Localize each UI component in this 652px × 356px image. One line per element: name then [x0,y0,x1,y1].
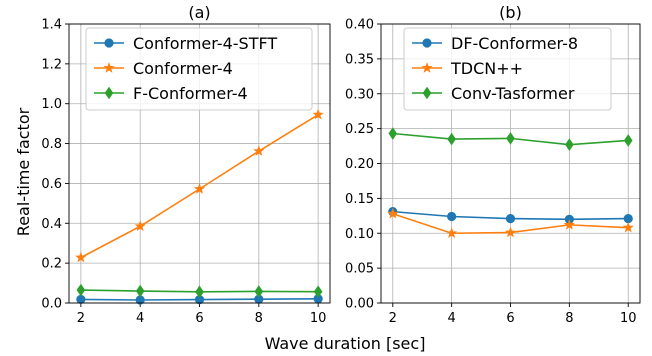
data-point [254,285,264,298]
data-point [563,219,575,230]
y-tick-label: 0.25 [345,122,374,137]
y-tick-label: 0.8 [41,137,62,152]
y-tick-label: 1.4 [41,18,62,33]
x-tick-label: 4 [447,311,455,326]
series-3 [76,283,323,299]
data-point [446,227,458,238]
data-point [387,207,399,219]
plot-frame [68,23,331,304]
legend-label: F-Conformer-4 [133,84,248,103]
legend: Conformer-4-STFT Conformer-4 F-Conformer-4 [85,27,313,111]
data-point [135,284,145,298]
legend-item: Conformer-4-STFT [94,34,277,53]
y-tick-label: 0.20 [345,157,374,172]
panel-title: (a) [188,3,210,22]
data-point [76,283,86,297]
x-tick-label: 2 [77,311,85,326]
panel-a: 0.0 0.2 0.4 0.6 0.8 1.0 1.2 1.4 2 4 6 8 10 (a) Conform… [41,3,331,326]
y-tick-label: 0.0 [41,297,62,312]
x-tick-label: 8 [565,311,573,326]
y-tick-label: 0.35 [345,52,374,67]
data-point [76,294,86,305]
data-point [565,138,574,151]
legend-label: Conformer-4-STFT [133,34,277,53]
y-tick-label: 1.0 [41,97,62,112]
series-2 [387,207,634,238]
data-point [253,145,265,156]
legend-marker [104,38,114,48]
legend-marker [422,38,432,48]
data-point [447,211,457,222]
y-tick-label: 0.4 [41,217,62,232]
legend-box [403,27,612,111]
legend-label: TDCN++ [450,59,523,78]
x-tick-label: 2 [389,311,397,326]
legend-label: Conv-Tasformer [451,84,575,103]
legend-marker [103,62,115,73]
legend-item: TDCN++ [412,59,523,78]
data-point [623,214,633,224]
x-axis-label: Wave duration [sec] [265,334,426,353]
y-tick-label: 0.40 [345,18,374,33]
data-point [312,108,324,120]
data-point [505,214,516,224]
plot-frame [380,23,641,304]
x-tick-label: 6 [195,311,203,326]
data-point [622,221,634,233]
data-point [134,220,146,232]
x-tick-label: 10 [620,311,637,326]
y-tick-label: 0.6 [41,177,62,192]
legend-box [85,27,313,111]
data-point [506,132,515,145]
data-point [75,251,87,263]
x-tick-label: 4 [136,311,144,326]
y-tick-label: 0.15 [345,192,374,207]
series-3 [388,127,633,151]
panel-b: 0.00 0.05 0.10 0.15 0.20 0.25 0.30 0.35 0.40 2 4 6 8… [345,3,641,326]
data-point [447,132,456,146]
series-2 [75,108,324,263]
y-tick-label: 0.05 [345,262,374,277]
legend-item: Conv-Tasformer [412,84,575,103]
data-point [504,226,517,238]
y-tick-label: 0.00 [345,297,374,312]
legend-item: DF-Conformer-8 [412,34,578,53]
legend-label: Conformer-4 [133,59,233,78]
x-tick-label: 8 [255,311,263,326]
panel-title: (b) [499,3,522,22]
data-point [193,183,206,194]
data-point [623,134,633,147]
y-tick-label: 0.30 [345,87,374,102]
x-tick-label: 10 [310,311,327,326]
data-point [313,285,323,298]
y-tick-label: 1.2 [41,57,62,72]
legend-marker [421,62,433,73]
y-tick-label: 0.2 [41,257,62,272]
y-axis-label: Real-time factor [14,107,33,236]
legend-marker [422,86,432,100]
legend-label: DF-Conformer-8 [451,34,578,53]
x-tick-label: 6 [506,311,514,326]
legend-item: F-Conformer-4 [94,84,248,103]
legend: DF-Conformer-8 TDCN++ Conv-Tasformer [403,27,612,111]
y-tick-label: 0.10 [345,227,374,242]
data-point [195,285,204,299]
data-point [388,127,398,140]
legend-item: Conformer-4 [94,59,233,78]
legend-marker [104,86,114,100]
